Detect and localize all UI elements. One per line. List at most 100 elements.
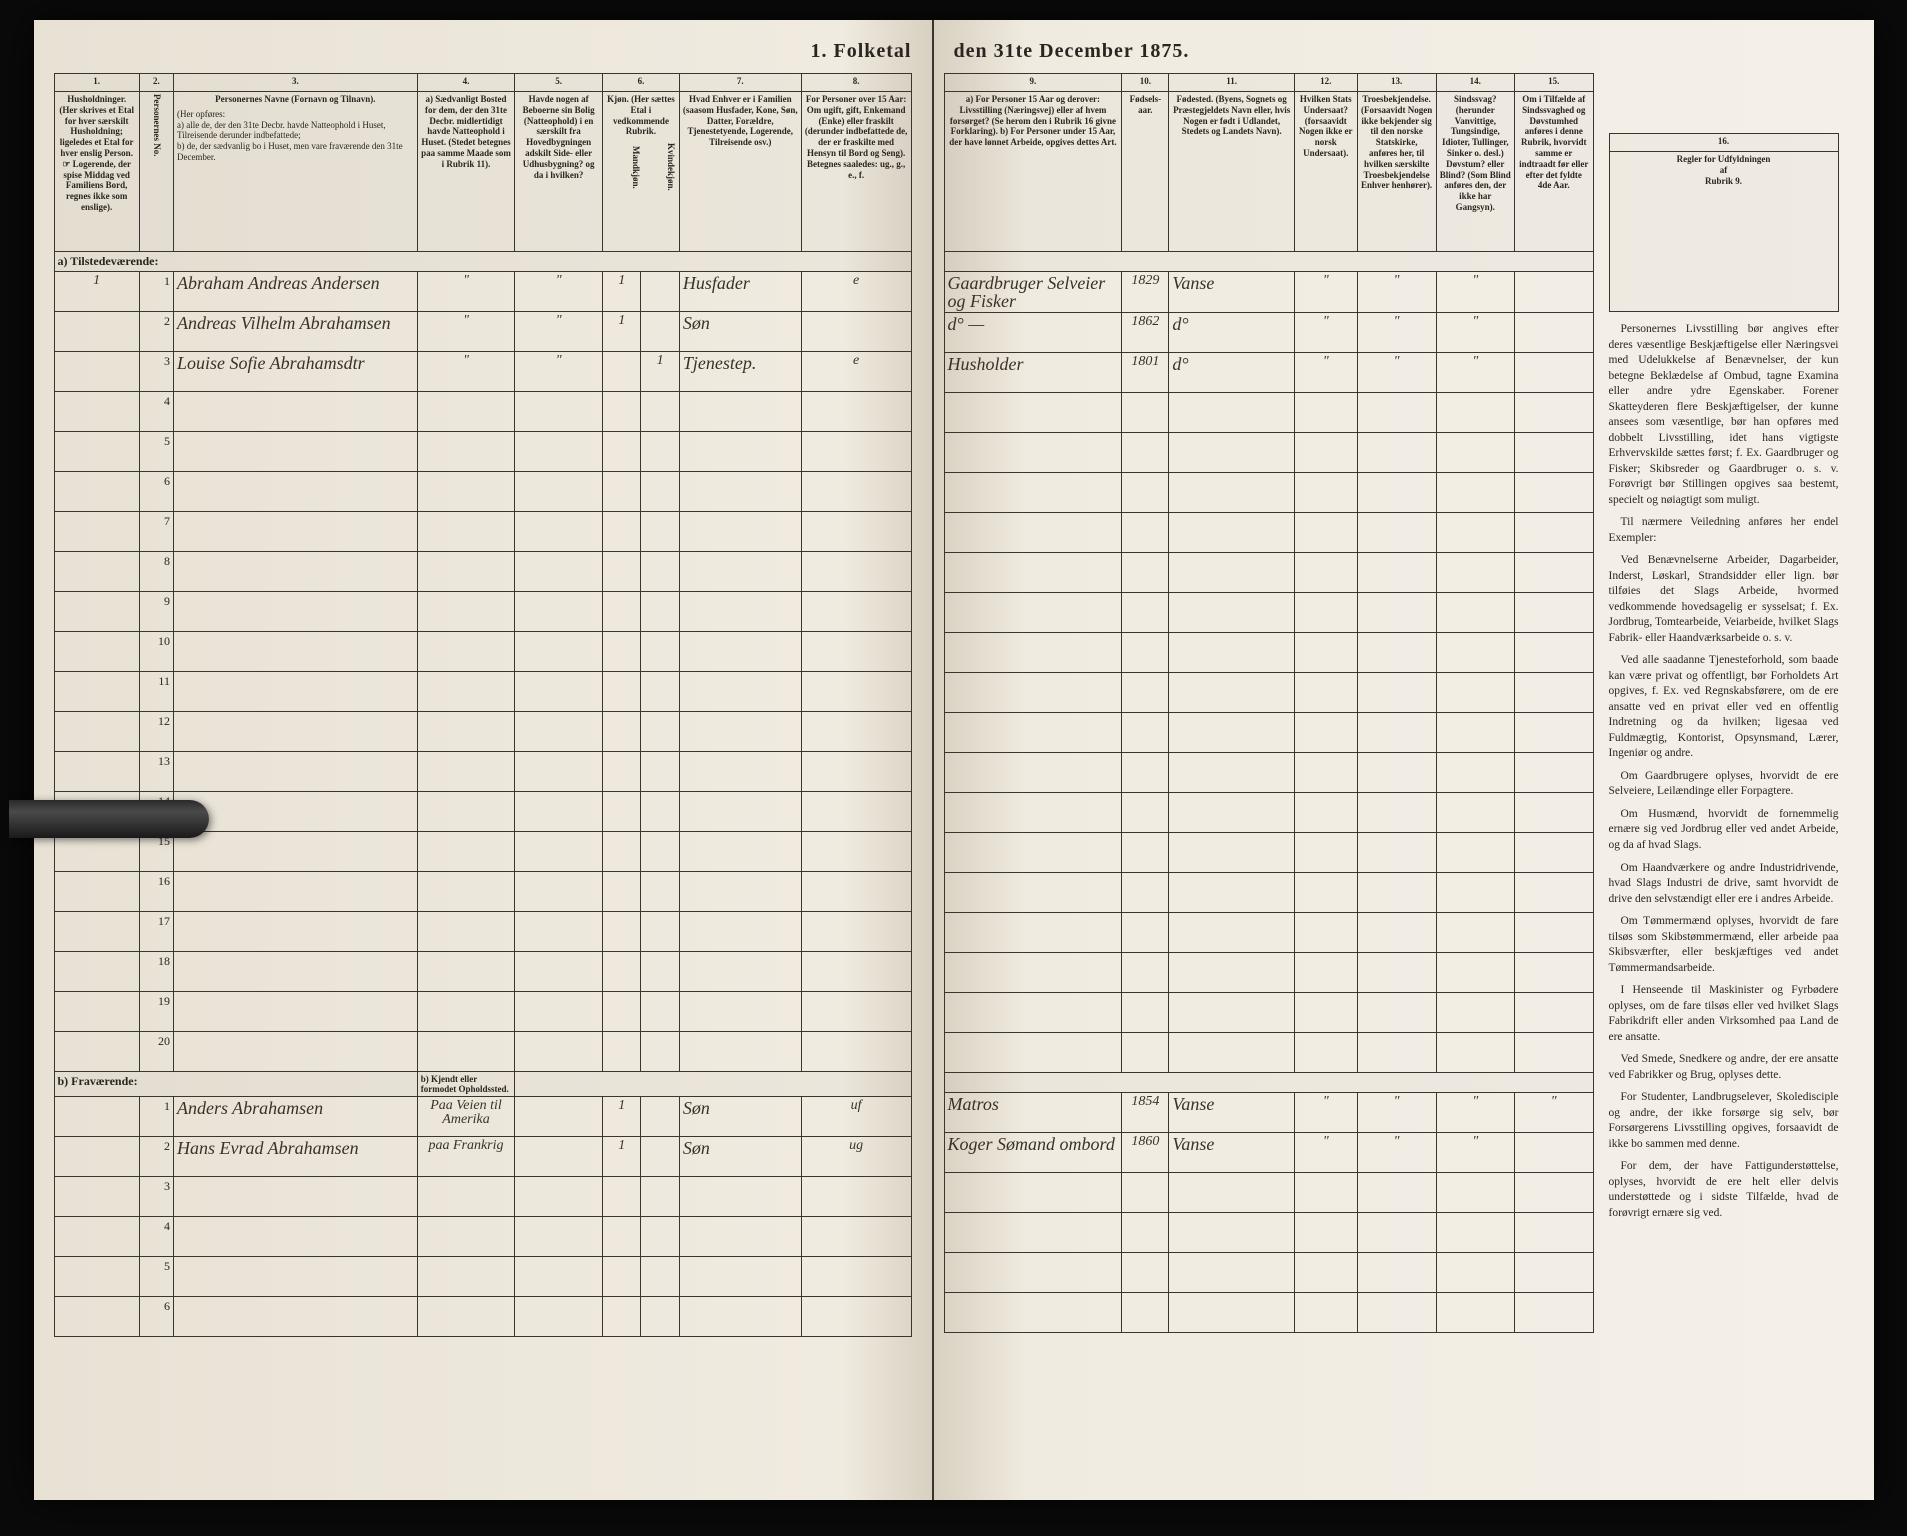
table-row: 18	[54, 952, 911, 992]
right-page: den 31te December 1875. 9. 10. 11. 12. 1…	[934, 20, 1874, 1500]
header-c2: Personernes No.	[139, 92, 173, 252]
table-row: 5	[54, 1257, 911, 1297]
instruction-paragraph: Personernes Livsstilling bør angives eft…	[1609, 322, 1839, 508]
table-row: 6	[54, 472, 911, 512]
table-row: Koger Sømand ombord 1860 Vanse " " "	[944, 1133, 1593, 1173]
table-row: 8	[54, 552, 911, 592]
table-row	[944, 1253, 1593, 1293]
colnum-14: 14.	[1436, 74, 1514, 92]
table-row	[944, 913, 1593, 953]
colnum-9: 9.	[944, 74, 1122, 92]
header-c15: Om i Tilfælde af Sindssvaghed og Døvstum…	[1515, 92, 1594, 252]
table-row: 4	[54, 392, 911, 432]
census-table-right: 9. 10. 11. 12. 13. 14. 15. a) For Person…	[944, 73, 1594, 1333]
instruction-paragraph: I Henseende til Maskinister og Fyrbødere…	[1609, 983, 1839, 1045]
table-row	[944, 593, 1593, 633]
table-row: 2 Hans Evrad Abrahamsen paa Frankrig 1 S…	[54, 1137, 911, 1177]
colnum-11: 11.	[1169, 74, 1295, 92]
table-row: d° — 1862 d° " " "	[944, 313, 1593, 353]
table-row: 10	[54, 632, 911, 672]
table-row: Matros 1854 Vanse " " " "	[944, 1093, 1593, 1133]
header-c8: For Personer over 15 Aar: Om ugift, gift…	[801, 92, 911, 252]
table-row: 6	[54, 1297, 911, 1337]
colnum-3: 3.	[173, 74, 417, 92]
header-c16: Regler for Udfyldningen af Rubrik 9.	[1609, 152, 1838, 312]
colnum-16: 16.	[1609, 134, 1838, 152]
page-title-left: 1. Folketal	[34, 20, 932, 73]
table-row: 4	[54, 1217, 911, 1257]
table-row: 9	[54, 592, 911, 632]
instructions-column: 16. Regler for Udfyldningen af Rubrik 9.…	[1594, 73, 1864, 1333]
colnum-7: 7.	[679, 74, 801, 92]
header-c9: a) For Personer 15 Aar og derover: Livss…	[944, 92, 1122, 252]
table-row	[944, 673, 1593, 713]
colnum-8: 8.	[801, 74, 911, 92]
table-row: 13	[54, 752, 911, 792]
header-c11: Fødested. (Byens, Sognets og Præstegjeld…	[1169, 92, 1295, 252]
instruction-paragraph: Om Tømmermænd oplyses, hvorvidt de fare …	[1609, 914, 1839, 976]
header-c12: Hvilken Stats Undersaat? (forsaavidt Nog…	[1294, 92, 1357, 252]
table-row	[944, 873, 1593, 913]
table-row: 1 1 Abraham Andreas Andersen " " 1 Husfa…	[54, 272, 911, 312]
instruction-paragraph: Ved alle saadanne Tjenesteforhold, som b…	[1609, 653, 1839, 762]
table-row	[944, 1033, 1593, 1073]
table-row	[944, 993, 1593, 1033]
table-row	[944, 633, 1593, 673]
table-row	[944, 393, 1593, 433]
header-c14: Sindssvag? (herunder Vanvittige, Tungsin…	[1436, 92, 1514, 252]
table-row	[944, 433, 1593, 473]
header-c6: Kjøn. (Her sættes Etal i vedkommende Rub…	[603, 92, 680, 252]
header-c4: a) Sædvanligt Bosted for dem, der den 31…	[417, 92, 515, 252]
header-c5: Havde nogen af Beboerne sin Bolig (Natte…	[515, 92, 603, 252]
table-row: Husholder 1801 d° " " "	[944, 353, 1593, 393]
colnum-6: 6.	[603, 74, 680, 92]
column-header-row-r: a) For Personer 15 Aar og derover: Livss…	[944, 92, 1593, 252]
table-row	[944, 553, 1593, 593]
table-row: 7	[54, 512, 911, 552]
table-row	[944, 1173, 1593, 1213]
table-row	[944, 953, 1593, 993]
table-row	[944, 753, 1593, 793]
table-row	[944, 1213, 1593, 1253]
table-row: 3 Louise Sofie Abrahamsdtr " " 1 Tjenest…	[54, 352, 911, 392]
table-row: 1 Anders Abrahamsen Paa Veien til Amerik…	[54, 1097, 911, 1137]
table-row	[944, 833, 1593, 873]
table-row: 16	[54, 872, 911, 912]
header-c3: Personernes Navne (Fornavn og Tilnavn). …	[173, 92, 417, 252]
left-page: 1. Folketal 1. 2. 3. 4. 5. 6. 7. 8. Hush…	[34, 20, 934, 1500]
table-row	[944, 513, 1593, 553]
table-row	[944, 793, 1593, 833]
page-title-right: den 31te December 1875.	[934, 20, 1874, 73]
table-row: 3	[54, 1177, 911, 1217]
instruction-paragraph: Ved Benævnelserne Arbeider, Dagarbeider,…	[1609, 553, 1839, 646]
instruction-paragraph: Om Gaardbrugere oplyses, hvorvidt de ere…	[1609, 769, 1839, 800]
instruction-paragraph: For dem, der have Fattigunderstøttelse, …	[1609, 1159, 1839, 1221]
colnum-1: 1.	[54, 74, 139, 92]
column-number-row-r: 9. 10. 11. 12. 13. 14. 15.	[944, 74, 1593, 92]
table-row: 17	[54, 912, 911, 952]
table-row: 12	[54, 712, 911, 752]
colnum-10: 10.	[1122, 74, 1169, 92]
table-row	[944, 1293, 1593, 1333]
table-row	[944, 713, 1593, 753]
colnum-5: 5.	[515, 74, 603, 92]
table-row: 19	[54, 992, 911, 1032]
census-table-left: 1. 2. 3. 4. 5. 6. 7. 8. Husholdninger. (…	[54, 73, 912, 1337]
header-c1: Husholdninger. (Her skrives et Etal for …	[54, 92, 139, 252]
instruction-paragraph: Om Husmænd, hvorvidt de fornemmelig ernæ…	[1609, 807, 1839, 854]
header-c7: Hvad Enhver er i Familien (saasom Husfad…	[679, 92, 801, 252]
census-book-spread: 1. Folketal 1. 2. 3. 4. 5. 6. 7. 8. Hush…	[34, 20, 1874, 1500]
table-row	[944, 473, 1593, 513]
binder-clip	[9, 800, 209, 838]
header-c10: Fødsels-aar.	[1122, 92, 1169, 252]
colnum-12: 12.	[1294, 74, 1357, 92]
table-row: 5	[54, 432, 911, 472]
colnum-15: 15.	[1515, 74, 1594, 92]
section-b-header: b) Fraværende: b) Kjendt eller formodet …	[54, 1072, 911, 1097]
section-a-header: a) Tilstedeværende:	[54, 252, 911, 272]
table-row: Gaardbruger Selveier og Fisker 1829 Vans…	[944, 272, 1593, 313]
colnum-2: 2.	[139, 74, 173, 92]
colnum-4: 4.	[417, 74, 515, 92]
table-row: 20	[54, 1032, 911, 1072]
table-row: 2 Andreas Vilhelm Abrahamsen " " 1 Søn	[54, 312, 911, 352]
